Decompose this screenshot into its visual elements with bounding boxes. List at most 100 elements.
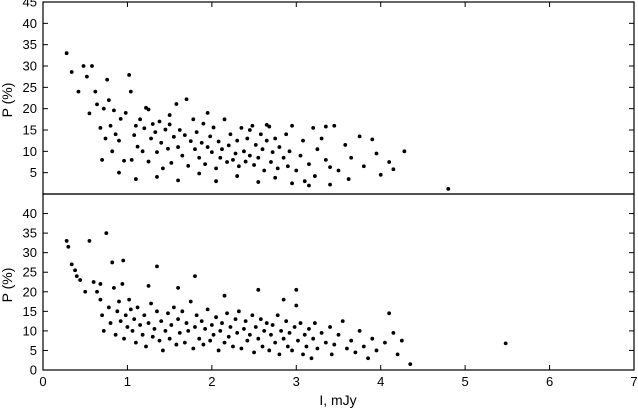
- data-point: [127, 73, 132, 77]
- data-point: [163, 127, 168, 132]
- data-point: [123, 313, 128, 318]
- data-point: [91, 280, 96, 284]
- data-point: [329, 352, 334, 357]
- data-point: [95, 289, 99, 294]
- data-point: [103, 136, 108, 141]
- data-point: [159, 140, 164, 145]
- data-point: [446, 186, 451, 191]
- data-point: [199, 319, 204, 324]
- data-point: [90, 64, 94, 68]
- data-point: [361, 344, 366, 349]
- data-point: [275, 166, 280, 171]
- data-point: [218, 328, 223, 333]
- data-point: [395, 352, 400, 357]
- data-point: [345, 346, 349, 351]
- y-tick-label: 20: [23, 284, 37, 299]
- data-point: [307, 162, 311, 167]
- data-point: [387, 311, 392, 316]
- data-point: [301, 138, 305, 143]
- data-point: [146, 107, 151, 112]
- data-point: [260, 147, 265, 152]
- data-point: [399, 338, 404, 343]
- data-point: [132, 317, 137, 322]
- data-point: [260, 344, 265, 349]
- data-point: [298, 321, 303, 325]
- data-point: [374, 348, 379, 353]
- data-point: [167, 122, 172, 127]
- data-point: [290, 348, 294, 353]
- data-point: [353, 350, 358, 355]
- data-point: [243, 319, 248, 324]
- data-point: [242, 327, 246, 331]
- data-point: [138, 323, 142, 327]
- data-point: [176, 178, 180, 183]
- data-point: [323, 340, 328, 345]
- data-point: [315, 346, 320, 351]
- data-point: [108, 123, 113, 128]
- data-point: [269, 160, 273, 164]
- y-tick-label: 0: [30, 363, 37, 378]
- data-point: [121, 258, 126, 263]
- data-point: [117, 299, 121, 304]
- data-point: [155, 309, 159, 314]
- data-point: [171, 134, 176, 139]
- data-point: [302, 179, 307, 184]
- y-tick-label: 10: [23, 323, 37, 338]
- data-point: [387, 160, 392, 164]
- y-tick-label: 25: [23, 265, 37, 280]
- data-point: [273, 136, 278, 141]
- data-point: [307, 183, 311, 188]
- data-point: [235, 330, 240, 335]
- data-point: [120, 282, 125, 286]
- data-point: [328, 165, 332, 170]
- plot-frame: [42, 193, 635, 371]
- data-point: [253, 143, 258, 147]
- data-point: [155, 175, 159, 179]
- data-point: [188, 299, 193, 304]
- data-point: [83, 289, 88, 294]
- data-point: [118, 117, 123, 121]
- x-axis-label: I, mJy: [319, 392, 356, 408]
- data-point: [245, 136, 250, 141]
- data-point: [391, 167, 396, 172]
- data-point: [294, 168, 299, 173]
- data-point: [319, 136, 324, 141]
- data-point: [146, 321, 151, 325]
- data-point: [258, 317, 263, 322]
- data-point: [140, 149, 145, 154]
- data-point: [228, 132, 233, 137]
- data-point: [236, 164, 241, 169]
- data-point: [309, 356, 314, 361]
- data-point: [231, 157, 235, 162]
- y-tick-label: 5: [30, 165, 37, 180]
- data-point: [81, 64, 86, 68]
- data-point: [239, 125, 244, 130]
- data-point: [216, 348, 221, 353]
- data-point: [307, 327, 311, 331]
- data-point: [101, 106, 106, 111]
- top-scatter-panel: 5 10 15 20 25 30 35 40 45: [23, 0, 635, 195]
- data-point: [328, 182, 332, 187]
- data-point: [98, 125, 103, 130]
- data-point: [203, 327, 208, 331]
- data-point: [129, 157, 134, 162]
- x-tick-label: 7: [630, 374, 637, 389]
- y-tick-label: 35: [23, 226, 37, 241]
- data-point: [402, 149, 407, 154]
- data-point: [323, 157, 328, 162]
- x-tick-label: 3: [293, 374, 300, 389]
- data-point: [281, 297, 286, 302]
- data-point: [113, 132, 118, 137]
- data-point: [112, 285, 116, 290]
- data-point: [188, 139, 193, 143]
- data-point: [408, 362, 413, 367]
- data-point: [146, 284, 151, 288]
- y-tick-label: 15: [23, 123, 37, 138]
- data-point: [152, 327, 157, 331]
- data-point: [117, 170, 121, 175]
- data-point: [264, 321, 269, 325]
- data-point: [87, 239, 92, 243]
- data-point: [176, 317, 180, 322]
- data-point: [169, 160, 174, 165]
- data-point: [273, 175, 278, 180]
